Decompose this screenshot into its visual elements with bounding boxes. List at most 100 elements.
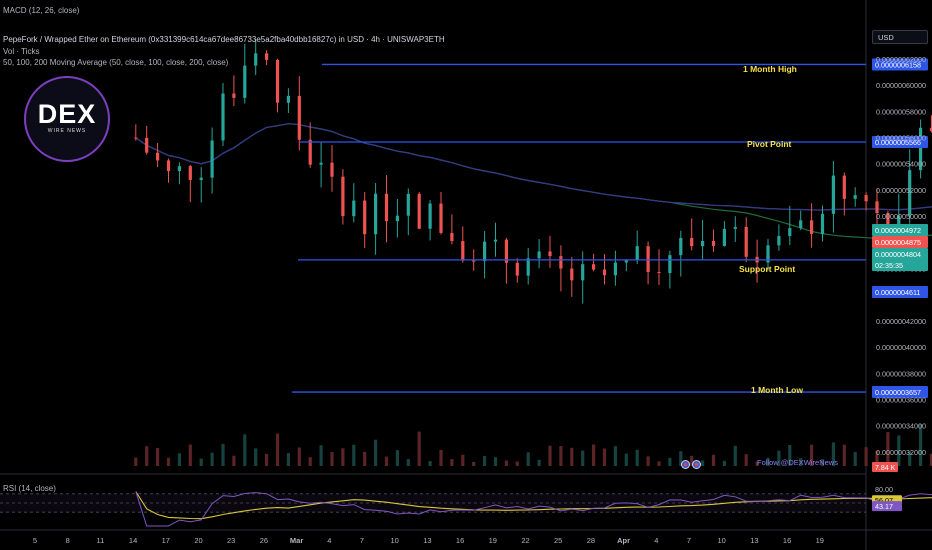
x-tick-label: 17 [162, 536, 170, 545]
level-price-label: 0.0000005566 [875, 138, 921, 147]
logo-text: DEX [37, 99, 97, 129]
x-tick-label: 22 [521, 536, 529, 545]
level-label-support: Support Point [739, 264, 796, 274]
us-flag-icon[interactable] [681, 460, 690, 469]
volume-bar [799, 458, 803, 466]
y-tick-label: 0.00000050000 [876, 212, 926, 221]
candle-body [352, 200, 356, 217]
volume-bar [755, 461, 759, 466]
volume-bar [679, 451, 683, 466]
price-badge [872, 248, 928, 260]
volume-bar [341, 448, 345, 466]
level-lines: 0.00000061580.00000055660.00000046660.00… [292, 58, 928, 399]
candle-body [810, 220, 814, 234]
candle-body [548, 251, 552, 257]
volume-bar [330, 452, 334, 466]
price-badge [872, 259, 928, 271]
level-label-month-high: 1 Month High [743, 64, 797, 74]
candle-body [788, 228, 792, 236]
x-tick-label: 23 [227, 536, 235, 545]
volume-bar [701, 460, 705, 466]
volume-bar [820, 459, 825, 466]
candle-body [199, 177, 203, 180]
volume-bar [352, 444, 356, 466]
volume-bar [711, 454, 716, 466]
volume-bar [646, 456, 650, 466]
price-badge [872, 236, 928, 248]
candle-body [319, 162, 323, 165]
candle-body [744, 226, 748, 257]
volume-bar [319, 445, 323, 466]
y-tick-label: 0.00000040000 [876, 343, 926, 352]
x-tick-label: 7 [687, 536, 691, 545]
candle-body [646, 246, 650, 272]
x-tick-label: 10 [718, 536, 726, 545]
volume-bar [156, 447, 160, 466]
candle-body [363, 200, 367, 235]
candle-body [504, 239, 508, 263]
candle-body [679, 237, 683, 256]
x-tick-label: 10 [391, 536, 399, 545]
volume-bar [177, 453, 181, 466]
volume-bar [275, 433, 280, 466]
candle-body [908, 170, 912, 216]
follow-text: Follow @DEXWireNews [757, 458, 838, 467]
volume-badge [872, 462, 898, 472]
y-tick-label: 0.00000042000 [876, 317, 926, 326]
volume-bar [374, 439, 378, 466]
volume-bar [831, 442, 835, 466]
volume-legend[interactable]: Vol · Ticks [3, 47, 40, 56]
price-badge-label: 02:35:35 [875, 261, 903, 270]
candle-body [286, 95, 290, 103]
volume-bar [548, 445, 552, 466]
x-tick-label: 25 [554, 536, 562, 545]
candle-body [232, 93, 236, 98]
volume-bar [428, 461, 432, 466]
ma-200-line [135, 123, 932, 211]
candle-body [483, 241, 487, 262]
volume-bar [613, 446, 617, 466]
candle-body [297, 95, 301, 140]
x-tick-label: 4 [327, 536, 331, 545]
price-badge-label: 0.0000004611 [875, 288, 920, 297]
y-tick-label: 0.00000054000 [876, 160, 926, 169]
us-flag-icon[interactable] [692, 460, 701, 469]
candle-body [842, 175, 846, 199]
candle-body [733, 226, 737, 229]
candle-body [820, 213, 825, 234]
candle-body [875, 201, 879, 214]
ma-legend[interactable]: 50, 100, 200 Moving Average (50, close, … [3, 58, 229, 67]
volume-bar [559, 446, 563, 466]
volume-bar [537, 459, 541, 466]
volume-bar [134, 457, 138, 466]
moving-averages [135, 123, 932, 241]
rsi-ma-badge [872, 501, 902, 512]
candle-body [929, 127, 932, 132]
x-tick-label: 16 [783, 536, 791, 545]
candle-body [711, 240, 716, 246]
rsi-line [135, 491, 932, 527]
volume-bar [493, 457, 498, 466]
volume-bar [668, 457, 672, 466]
candle-body [221, 93, 225, 141]
candle-body [853, 195, 857, 199]
volume-bar [635, 449, 639, 466]
candle-body [374, 193, 378, 235]
ma-100-line [135, 123, 932, 211]
y-tick-label: 0.00000060000 [876, 81, 926, 90]
rsi-legend[interactable]: RSI (14, close) [3, 484, 56, 493]
logo-subtext: WIRE NEWS [47, 128, 87, 134]
time-axis: 5 8 11 14 17 20 23 26 Mar 4 7 10 13 16 19 22 25 28 Apr 4 7 10… [33, 536, 824, 545]
rsi-value-label: 56.07 [875, 496, 893, 505]
volume-bar [777, 450, 781, 466]
candle-body [166, 160, 171, 172]
x-tick-label: 19 [816, 536, 824, 545]
macd-legend[interactable]: MACD (12, 26, close) [3, 6, 80, 15]
candle-body [417, 193, 421, 229]
volume-bar [254, 448, 258, 466]
currency-button[interactable]: USD [872, 30, 928, 44]
candle-body [265, 53, 269, 60]
volume-bar [243, 434, 247, 466]
